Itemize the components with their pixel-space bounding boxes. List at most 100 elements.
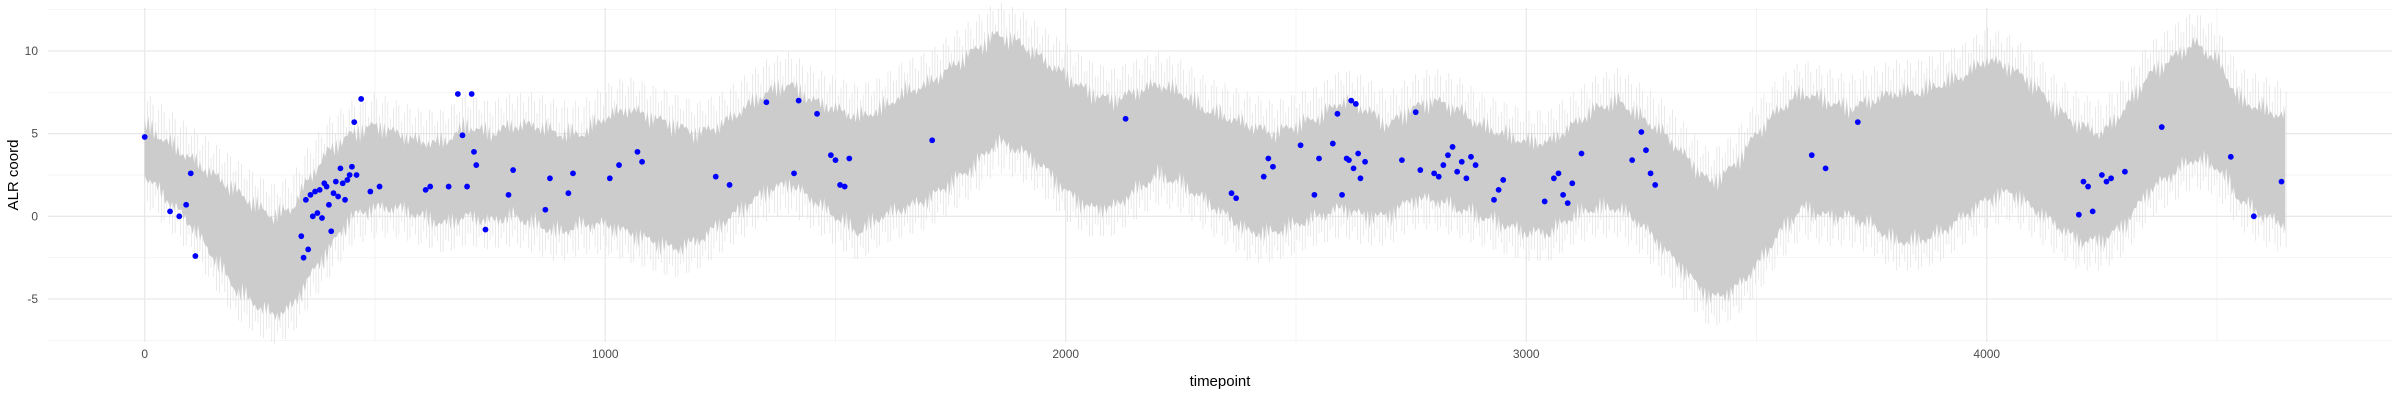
data-point xyxy=(1445,152,1451,159)
data-point xyxy=(726,182,733,188)
data-point xyxy=(1122,115,1129,122)
data-point xyxy=(1352,101,1359,107)
x-tick-label: 0 xyxy=(141,347,148,361)
data-point xyxy=(1357,175,1364,182)
data-point xyxy=(141,134,148,140)
data-point xyxy=(1316,155,1322,162)
data-point xyxy=(473,162,480,168)
data-point xyxy=(323,183,330,190)
data-point xyxy=(1350,165,1357,172)
data-point xyxy=(1463,175,1470,182)
data-point xyxy=(1564,200,1571,207)
data-point xyxy=(565,190,572,197)
data-point xyxy=(302,196,309,203)
data-point xyxy=(314,210,321,216)
x-axis-tick-labels: 0 1000 2000 3000 4000 xyxy=(141,347,2000,361)
data-point xyxy=(1260,173,1267,180)
data-point xyxy=(298,233,305,240)
data-point xyxy=(332,178,339,185)
data-point xyxy=(316,186,323,193)
data-point xyxy=(1334,110,1341,117)
data-point xyxy=(471,148,477,155)
data-point xyxy=(1550,175,1557,182)
x-tick-label: 1000 xyxy=(592,347,619,361)
data-point xyxy=(1339,191,1345,198)
data-point xyxy=(1270,163,1276,170)
data-point xyxy=(763,99,770,106)
data-point xyxy=(445,183,452,190)
data-point xyxy=(1822,165,1829,172)
data-point xyxy=(344,177,351,183)
data-point xyxy=(358,96,365,102)
data-point xyxy=(2089,208,2096,215)
data-point xyxy=(2103,178,2110,185)
data-point xyxy=(929,137,936,144)
data-point xyxy=(335,193,342,200)
data-point xyxy=(1500,177,1507,183)
y-tick-label: -5 xyxy=(27,292,38,306)
data-point xyxy=(326,201,332,208)
data-point xyxy=(1440,162,1447,168)
data-point xyxy=(307,191,314,198)
data-point xyxy=(351,119,358,125)
data-point xyxy=(1399,157,1405,164)
data-point xyxy=(547,175,553,182)
data-point xyxy=(606,175,613,182)
data-point xyxy=(1495,186,1502,193)
x-axis-title: timepoint xyxy=(1190,373,1252,390)
data-point xyxy=(342,196,348,203)
data-point xyxy=(1638,129,1645,135)
data-point xyxy=(542,206,549,213)
data-point xyxy=(1808,152,1815,159)
data-point xyxy=(827,152,834,159)
data-point xyxy=(2080,178,2087,185)
data-point xyxy=(2108,175,2114,182)
data-point xyxy=(1647,170,1654,177)
x-tick-label: 3000 xyxy=(1513,347,1540,361)
data-point xyxy=(349,163,355,170)
data-point xyxy=(2085,183,2091,190)
y-tick-label: 10 xyxy=(25,44,39,58)
data-point xyxy=(1346,157,1352,164)
data-point xyxy=(454,91,461,97)
data-point xyxy=(319,215,325,221)
data-point xyxy=(2278,178,2285,185)
data-point xyxy=(192,253,199,259)
data-point xyxy=(505,191,512,198)
data-point xyxy=(464,183,470,190)
data-point xyxy=(2075,211,2082,218)
x-tick-label: 2000 xyxy=(1052,347,1079,361)
data-point xyxy=(1629,157,1636,164)
data-point xyxy=(1555,170,1562,177)
data-point xyxy=(795,97,802,104)
data-point xyxy=(1265,155,1272,162)
data-point xyxy=(570,170,576,177)
y-tick-label: 0 xyxy=(31,209,38,223)
data-point xyxy=(167,208,173,215)
interval-band xyxy=(144,30,2286,322)
y-axis-tick-labels: -5 0 5 10 xyxy=(25,44,39,306)
data-point xyxy=(1449,143,1456,150)
data-point xyxy=(346,172,353,178)
data-point xyxy=(1541,198,1548,205)
data-point xyxy=(1560,191,1566,198)
data-point xyxy=(814,110,820,117)
data-point xyxy=(1417,167,1424,173)
data-point xyxy=(1412,109,1419,116)
data-point xyxy=(1329,140,1336,147)
data-point xyxy=(1652,182,1659,188)
data-point xyxy=(2122,168,2128,175)
data-point xyxy=(791,170,797,177)
data-point xyxy=(2250,213,2257,220)
observed-points xyxy=(141,91,2285,261)
data-point xyxy=(2098,172,2105,178)
data-point xyxy=(482,226,489,233)
data-point xyxy=(300,254,307,261)
data-point xyxy=(330,190,337,197)
data-point xyxy=(376,183,383,190)
data-point xyxy=(510,167,517,173)
data-point xyxy=(1458,158,1465,165)
data-point xyxy=(337,165,344,172)
data-point xyxy=(176,213,183,220)
